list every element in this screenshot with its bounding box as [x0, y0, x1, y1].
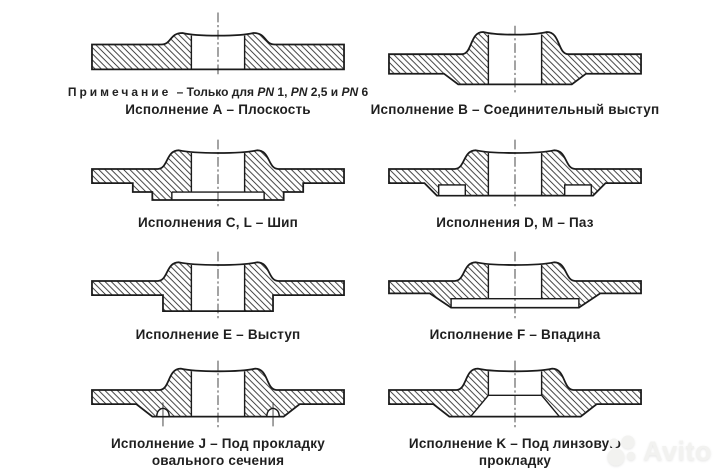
figure-caption: Исполнение F – Впадина — [429, 327, 601, 343]
bore-edges — [487, 34, 543, 85]
bore-and-cone-opening — [470, 371, 560, 417]
conical-seat-edges — [470, 371, 560, 418]
figure-dm-groove: Исполнения D, M – Паз — [372, 122, 658, 235]
bore-edges — [487, 265, 543, 299]
flange-cross-section-k-lens-gasket — [388, 360, 642, 428]
flange-cross-section-dm-groove — [388, 139, 642, 207]
figure-k-lens-gasket: Исполнение K – Под линзовую прокладку — [372, 347, 658, 473]
figure-j-oval-gasket: Исполнение J – Под прокладку овального с… — [64, 347, 372, 473]
figure-cl-tongue: Исполнения C, L – Шип — [64, 122, 372, 235]
groove-left — [437, 184, 467, 197]
bore-edges — [190, 265, 246, 312]
figure-caption: Исполнение J – Под прокладку овального с… — [111, 436, 325, 469]
figures-grid: Примечание – Только для PN 1, PN 2,5 и P… — [64, 0, 660, 473]
flange-cross-section-cl-tongue — [91, 139, 345, 207]
figure-a-flat-face: Примечание – Только для PN 1, PN 2,5 и P… — [64, 0, 372, 122]
note-label: Примечание — [67, 85, 172, 100]
flange-cross-section-b-connecting-face — [388, 25, 642, 94]
flange-cross-section-e-spigot — [91, 251, 345, 319]
figure-caption: Исполнения D, M – Паз — [436, 215, 594, 231]
figure-caption: Исполнение E – Выступ — [135, 327, 301, 343]
figure-note: Примечание – Только для PN 1, PN 2,5 и P… — [68, 85, 368, 99]
bore-edges — [487, 153, 543, 196]
figure-e-spigot: Исполнение E – Выступ — [64, 235, 372, 347]
bore-edges — [190, 371, 246, 417]
avito-watermark: Avito — [605, 435, 712, 467]
bore-opening — [488, 34, 542, 85]
figure-caption: Исполнение А – Плоскость — [125, 102, 311, 118]
figure-caption: Исполнение K – Под линзовую прокладку — [408, 436, 622, 469]
figure-caption: Исполнения C, L – Шип — [137, 215, 299, 231]
groove-right — [563, 184, 593, 197]
groove-center-marks — [162, 402, 274, 427]
flange-cross-section-a-flat-face — [91, 12, 345, 77]
flange-cross-section-f-recess — [388, 251, 642, 319]
note-text: – Только для PN 1, PN 2,5 и PN 6 — [173, 85, 369, 100]
avito-logo-icon — [607, 435, 636, 466]
figure-f-recess: Исполнение F – Впадина — [372, 235, 658, 347]
flange-cross-section-j-oval-gasket — [91, 360, 345, 428]
bore-edges — [190, 35, 246, 70]
figure-caption: Исполнение B – Соединительный выступ — [370, 102, 660, 118]
watermark-text: Avito — [643, 435, 712, 466]
figure-b-connecting-face: Исполнение B – Соединительный выступ — [370, 0, 660, 122]
